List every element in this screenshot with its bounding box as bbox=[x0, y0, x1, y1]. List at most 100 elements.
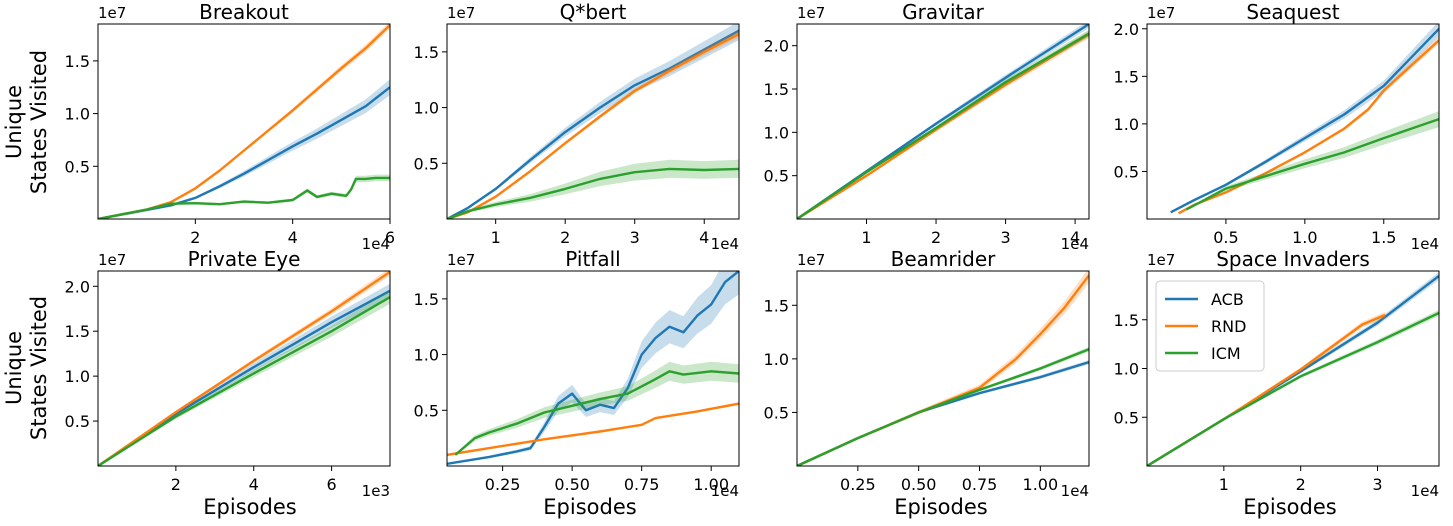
ytick-label-breakout-0: 0.5 bbox=[65, 157, 90, 176]
series-acb-pitfall bbox=[447, 271, 739, 465]
chart-title-space-invaders: Space Invaders bbox=[1216, 247, 1370, 271]
ytick-label-breakout-1: 1.0 bbox=[65, 105, 90, 124]
xtick-label-breakout-0: 2 bbox=[190, 228, 200, 247]
plot-area-breakout bbox=[98, 24, 390, 219]
y-multiplier-pitfall: 1e7 bbox=[447, 251, 475, 269]
series-acb-seaquest bbox=[1170, 27, 1439, 214]
axes-frame-gravitar bbox=[796, 23, 1090, 220]
row1-ylabel-line2: States Visited bbox=[27, 50, 51, 194]
x-multiplier-breakout: 1e4 bbox=[362, 235, 390, 253]
band-icm-beamrider bbox=[797, 346, 1089, 466]
row1-ylabel-line1: Unique bbox=[2, 85, 26, 159]
xtick-label-private-eye-2: 6 bbox=[327, 475, 337, 494]
ytick-label-private-eye-1: 1.0 bbox=[65, 367, 90, 386]
ytick-label-seaquest-3: 2.0 bbox=[1114, 20, 1139, 39]
band-icm-space-invaders bbox=[1147, 309, 1439, 466]
legend-label-rnd: RND bbox=[1211, 317, 1246, 336]
x-multiplier-q-bert: 1e4 bbox=[711, 235, 739, 253]
x-multiplier-gravitar: 1e4 bbox=[1061, 235, 1089, 253]
xtick-label-q-bert-3: 4 bbox=[699, 228, 709, 247]
y-multiplier-q-bert: 1e7 bbox=[447, 4, 475, 22]
series-icm-beamrider bbox=[797, 348, 1089, 466]
chart-q-bert: Q*bert 1 2 3 4 1e4 0.5 1.0 1.5 1e7 bbox=[414, 0, 740, 253]
xtick-label-private-eye-1: 4 bbox=[249, 475, 259, 494]
xtick-label-q-bert-1: 2 bbox=[560, 228, 570, 247]
plot-area-private-eye bbox=[98, 271, 390, 466]
xtick-label-gravitar-3: 4 bbox=[1070, 228, 1080, 247]
ytick-label-pitfall-1: 1.0 bbox=[414, 346, 439, 365]
x-multiplier-space-invaders: 1e4 bbox=[1411, 482, 1439, 500]
chart-title-q-bert: Q*bert bbox=[560, 0, 627, 24]
ytick-label-beamrider-1: 1.0 bbox=[764, 350, 789, 369]
xtick-label-beamrider-3: 1.00 bbox=[1023, 475, 1059, 494]
series-rnd-gravitar bbox=[797, 33, 1089, 219]
axes-frame-beamrider bbox=[796, 270, 1090, 467]
x-multiplier-pitfall: 1e4 bbox=[711, 482, 739, 500]
ytick-label-space-invaders-2: 1.5 bbox=[1114, 311, 1139, 330]
xlabel-pitfall: Episodes bbox=[543, 495, 636, 519]
xtick-label-pitfall-0: 0.25 bbox=[485, 475, 521, 494]
ytick-label-seaquest-2: 1.5 bbox=[1114, 67, 1139, 86]
ytick-label-space-invaders-1: 1.0 bbox=[1114, 360, 1139, 379]
xtick-label-breakout-1: 4 bbox=[288, 228, 298, 247]
band-icm-q-bert bbox=[447, 159, 739, 219]
y-multiplier-seaquest: 1e7 bbox=[1147, 4, 1175, 22]
ytick-label-gravitar-0: 0.5 bbox=[764, 167, 789, 186]
series-rnd-beamrider bbox=[797, 274, 1089, 466]
series-icm-gravitar bbox=[797, 32, 1089, 219]
xtick-label-space-invaders-1: 2 bbox=[1296, 475, 1306, 494]
series-icm-q-bert bbox=[447, 167, 739, 219]
ytick-label-gravitar-1: 1.0 bbox=[764, 123, 789, 142]
chart-private-eye: Private Eye 2 4 6 1e3 0.5 1.0 1.5 2.0 1e7 bbox=[65, 247, 391, 500]
plot-area-space-invaders bbox=[1147, 272, 1439, 466]
xlabel-private-eye: Episodes bbox=[203, 495, 296, 519]
axes-frame-breakout bbox=[97, 23, 391, 220]
row2-ylabel-line1: Unique bbox=[2, 331, 26, 405]
xtick-label-seaquest-2: 1.5 bbox=[1371, 228, 1396, 247]
legend: ACB RND ICM bbox=[1155, 280, 1265, 372]
x-multiplier-private-eye: 1e3 bbox=[362, 482, 390, 500]
xtick-label-seaquest-1: 1.0 bbox=[1292, 228, 1317, 247]
x-multiplier-beamrider: 1e4 bbox=[1061, 482, 1089, 500]
axes-frame-q-bert bbox=[446, 23, 740, 220]
x-multiplier-seaquest: 1e4 bbox=[1411, 235, 1439, 253]
xtick-label-space-invaders-2: 3 bbox=[1372, 475, 1382, 494]
ytick-label-private-eye-0: 0.5 bbox=[65, 412, 90, 431]
ytick-label-gravitar-2: 1.5 bbox=[764, 80, 789, 99]
ytick-label-pitfall-2: 1.5 bbox=[414, 290, 439, 309]
xtick-label-breakout-2: 6 bbox=[385, 228, 395, 247]
xtick-label-q-bert-2: 3 bbox=[630, 228, 640, 247]
xtick-label-beamrider-0: 0.25 bbox=[840, 475, 876, 494]
axes-frame-seaquest bbox=[1146, 23, 1440, 220]
ytick-label-pitfall-0: 0.5 bbox=[414, 401, 439, 420]
y-multiplier-breakout: 1e7 bbox=[98, 4, 126, 22]
legend-label-icm: ICM bbox=[1211, 344, 1241, 363]
ytick-label-q-bert-1: 1.0 bbox=[414, 99, 439, 118]
xtick-label-pitfall-2: 0.75 bbox=[624, 475, 660, 494]
ytick-label-beamrider-0: 0.5 bbox=[764, 403, 789, 422]
ytick-label-q-bert-2: 1.5 bbox=[414, 43, 439, 62]
series-acb-beamrider bbox=[797, 360, 1089, 466]
ytick-label-gravitar-3: 2.0 bbox=[764, 37, 789, 56]
series-rnd-q-bert bbox=[447, 32, 739, 219]
ytick-label-seaquest-1: 1.0 bbox=[1114, 115, 1139, 134]
series-rnd-pitfall bbox=[447, 402, 739, 457]
legend-label-acb: ACB bbox=[1211, 290, 1244, 309]
xtick-label-space-invaders-0: 1 bbox=[1219, 475, 1229, 494]
y-multiplier-beamrider: 1e7 bbox=[797, 251, 825, 269]
xtick-label-pitfall-3: 1.00 bbox=[693, 475, 729, 494]
xtick-label-pitfall-1: 0.50 bbox=[554, 475, 590, 494]
xlabel-beamrider: Episodes bbox=[894, 495, 987, 519]
xtick-label-gravitar-1: 2 bbox=[931, 228, 941, 247]
plot-area-gravitar bbox=[797, 24, 1089, 219]
band-acb-seaquest bbox=[1170, 24, 1439, 213]
y-multiplier-private-eye: 1e7 bbox=[98, 251, 126, 269]
xtick-label-gravitar-2: 3 bbox=[1000, 228, 1010, 247]
chart-title-beamrider: Beamrider bbox=[891, 247, 997, 271]
chart-space-invaders: Space Invaders 1 2 3 1e4 0.5 1.0 1.5 1e7 ACB RND IC… bbox=[1114, 247, 1440, 500]
series-icm-private-eye bbox=[98, 296, 390, 466]
